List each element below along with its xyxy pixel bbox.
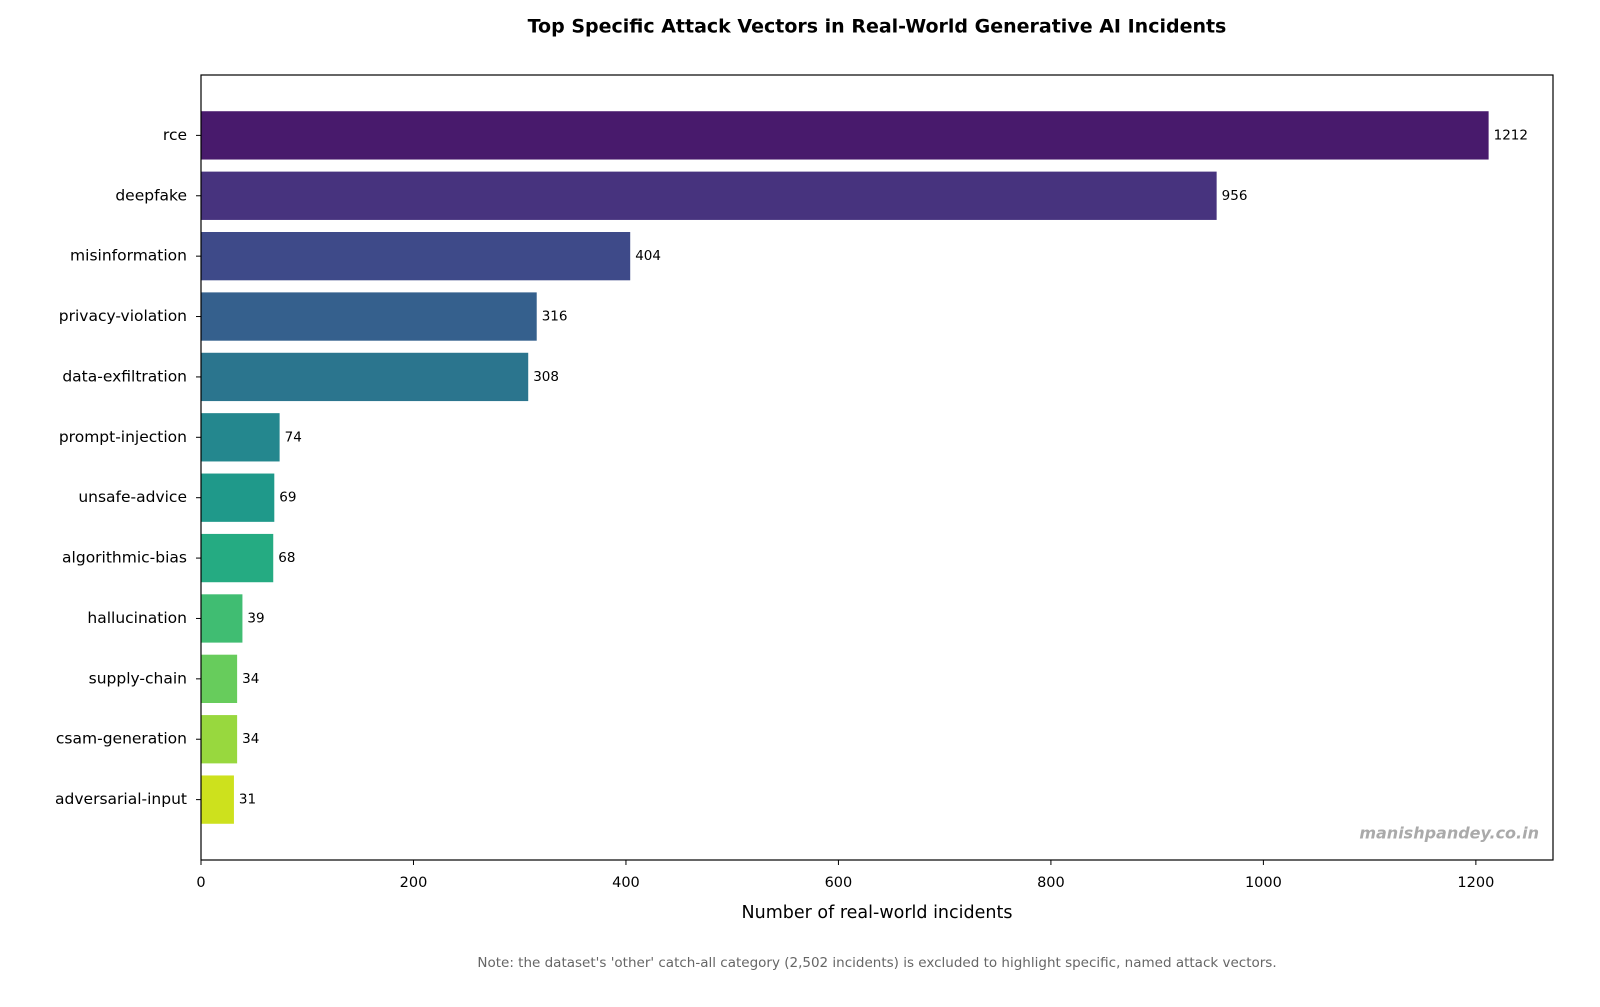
data-label: 31 xyxy=(239,792,256,808)
y-tick-label: prompt-injection xyxy=(59,428,187,446)
bar xyxy=(201,413,280,462)
data-label: 39 xyxy=(247,610,264,626)
y-tick-label: csam-generation xyxy=(56,730,187,748)
y-tick-label: supply-chain xyxy=(89,669,187,687)
y-tick-label: adversarial-input xyxy=(55,790,187,808)
y-tick-label: misinformation xyxy=(70,247,187,265)
x-tick-label: 1200 xyxy=(1457,875,1494,891)
data-label: 34 xyxy=(242,731,259,747)
data-label: 956 xyxy=(1222,188,1248,204)
bar xyxy=(201,171,1217,220)
bar xyxy=(201,473,275,522)
y-tick-label: privacy-violation xyxy=(59,307,187,325)
data-label: 74 xyxy=(285,429,302,445)
data-label: 308 xyxy=(533,369,559,385)
plot-frame xyxy=(200,74,1554,861)
y-tick-label: hallucination xyxy=(87,609,187,627)
x-tick-label: 0 xyxy=(196,875,205,891)
y-tick-label: unsafe-advice xyxy=(78,488,187,506)
x-tick-label: 600 xyxy=(825,875,853,891)
x-tick-label: 200 xyxy=(400,875,428,891)
bar xyxy=(201,352,529,402)
bar xyxy=(201,232,631,281)
bar xyxy=(201,594,243,643)
watermark: manishpandey.co.in xyxy=(1359,824,1539,843)
bar xyxy=(201,775,234,824)
footnote: Note: the dataset's 'other' catch-all ca… xyxy=(477,955,1276,971)
x-tick-label: 400 xyxy=(612,875,640,891)
data-label: 34 xyxy=(242,671,259,687)
data-label: 69 xyxy=(279,490,296,506)
chart-title: Top Specific Attack Vectors in Real-Worl… xyxy=(528,16,1227,38)
data-label: 316 xyxy=(542,309,568,325)
y-tick-label: rce xyxy=(163,126,187,144)
bar xyxy=(201,111,1489,160)
data-label: 68 xyxy=(278,550,295,566)
bar xyxy=(201,715,238,764)
data-label: 1212 xyxy=(1494,127,1528,143)
data-label: 404 xyxy=(635,248,661,264)
bar xyxy=(201,654,238,703)
x-axis-label: Number of real-world incidents xyxy=(742,903,1013,923)
bar xyxy=(201,292,537,341)
x-tick-label: 800 xyxy=(1037,875,1065,891)
x-tick-label: 1000 xyxy=(1245,875,1282,891)
y-tick-label: deepfake xyxy=(115,186,187,204)
bar xyxy=(201,533,274,583)
y-tick-label: algorithmic-bias xyxy=(62,549,187,567)
y-tick-label: data-exfiltration xyxy=(62,367,187,385)
